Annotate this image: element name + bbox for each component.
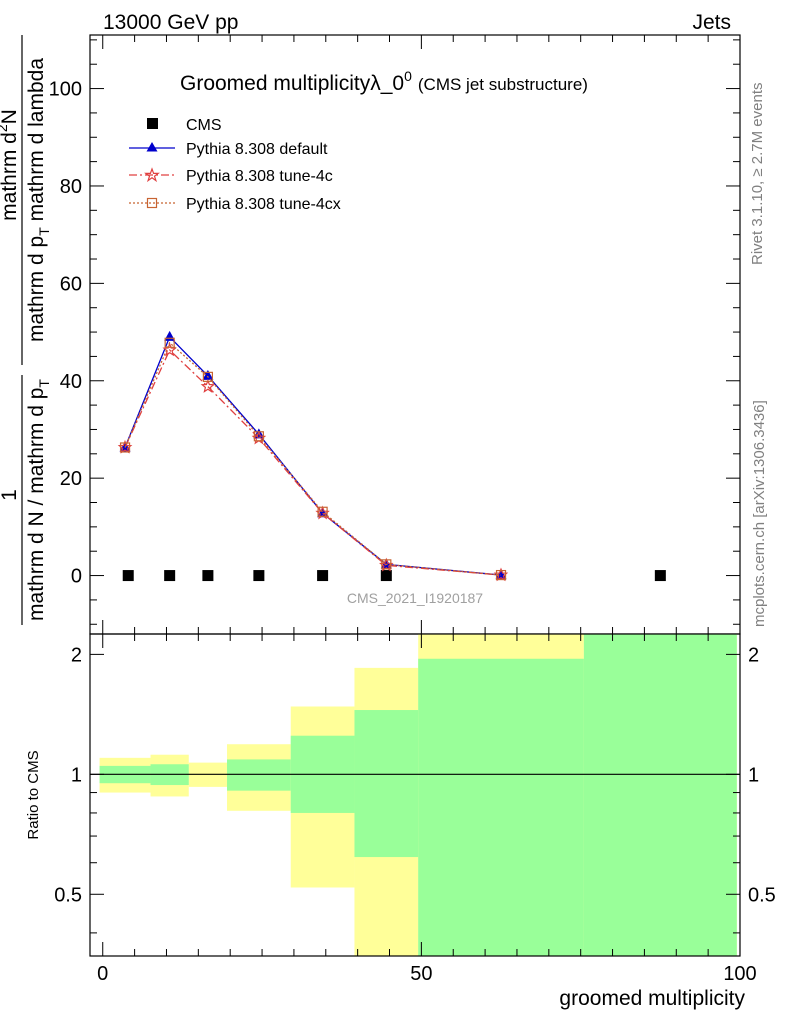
series-1-point-1	[164, 330, 176, 341]
ratio-panel: 0.5 0.5 1 1 2 2 0 50 100 Ratio to CMS groomed mu…	[25, 633, 776, 1010]
ylabel-left-denominator: mathrm d N / mathrm d pT	[25, 379, 52, 621]
ratio-ytick-label-left-1: 1	[71, 764, 82, 786]
series-3-point-1	[164, 337, 175, 348]
ratio-band-stat-7	[583, 634, 737, 956]
main-ytick-label-100: 100	[49, 79, 82, 101]
main-title-suffix: (CMS jet substructure)	[418, 75, 588, 94]
ratio-ticks: 0.5 0.5 1 1 2 2 0 50 100	[54, 634, 776, 985]
legend: CMS Pythia 8.308 default Pythia 8.308 tu…	[129, 117, 341, 213]
series-0-point-5	[380, 570, 392, 582]
legend-4cx-marker	[146, 197, 158, 209]
legend-default-marker	[146, 142, 158, 152]
series-2-point-2	[200, 378, 216, 393]
main-title-superscript: 0	[404, 68, 412, 84]
main-title-text: Groomed multiplicityλ_0	[180, 72, 404, 95]
ratio-ytick-label-left-2: 2	[71, 644, 82, 666]
series-1-point-2	[202, 369, 214, 380]
xlabel: groomed multiplicity	[559, 987, 745, 1010]
series-0-point-3	[253, 570, 265, 582]
mcplots-label: mcplots.cern.ch [arXiv:1306.3436]	[751, 400, 768, 627]
ylabel-right-denominator: mathrm d pT mathrm d lambda	[25, 58, 52, 342]
series-line-3	[124, 341, 502, 576]
ratio-ylabel: Ratio to CMS	[25, 750, 42, 839]
ratio-ytick-label-left-0.5: 0.5	[54, 884, 82, 906]
ratio-band-stat-3	[227, 759, 291, 791]
series-0-point-0	[122, 570, 134, 582]
series-3-point-5	[381, 559, 392, 570]
series-2-point-1	[162, 342, 177, 357]
xtick-label-100: 100	[723, 963, 756, 985]
main-data-layer	[117, 330, 666, 582]
series-0-point-2	[202, 570, 214, 582]
main-ylabel: 1 mathrm d N / mathrm d pT mathrm d2N ma…	[0, 35, 52, 625]
series-3-point-2	[202, 371, 213, 382]
xtick-label-50: 50	[410, 963, 432, 985]
legend-default-label: Pythia 8.308 default	[186, 141, 328, 158]
main-ytick-label-0: 0	[71, 566, 82, 588]
main-title: Groomed multiplicityλ_00 (CMS jet substru…	[180, 68, 588, 95]
ratio-ytick-label-right-1: 1	[748, 764, 759, 786]
ratio-frame	[89, 633, 741, 957]
ratio-ytick-label-right-0.5: 0.5	[748, 884, 776, 906]
ylabel-right-numerator: mathrm d2N	[0, 109, 21, 221]
rivet-label: Rivet 3.1.10, ≥ 2.7M events	[749, 83, 766, 266]
main-ytick-label-20: 20	[60, 468, 82, 490]
legend-4c-marker	[144, 167, 160, 183]
main-ytick-label-40: 40	[60, 371, 82, 393]
series-3-point-4	[317, 506, 328, 517]
series-line-1	[124, 335, 502, 576]
series-0-point-1	[164, 570, 176, 582]
legend-4cx-label: Pythia 8.308 tune-4cx	[186, 196, 341, 213]
series-0-point-4	[317, 570, 329, 582]
ratio-bands	[90, 634, 740, 956]
ylabel-left-one: 1	[0, 489, 21, 501]
energy-label: 13000 GeV pp	[103, 11, 238, 34]
ratio-band-stat-6	[418, 658, 584, 956]
main-ytick-label-60: 60	[60, 273, 82, 295]
series-3-point-0	[119, 442, 131, 453]
main-ticks: 0 20 40 60 80 100	[49, 35, 741, 634]
watermark: CMS_2021_I1920187	[347, 590, 483, 606]
ratio-band-stat-5	[354, 710, 419, 858]
series-3-point-6	[495, 569, 507, 581]
legend-cms-marker	[147, 118, 158, 129]
category-label: Jets	[692, 11, 731, 34]
series-3-point-3	[253, 431, 264, 442]
series-line-2	[124, 348, 502, 576]
legend-4c-label: Pythia 8.308 tune-4c	[186, 168, 333, 185]
xtick-label-0: 0	[97, 963, 108, 985]
ratio-ytick-label-right-2: 2	[748, 644, 759, 666]
main-ytick-label-80: 80	[60, 176, 82, 198]
legend-cms-label: CMS	[186, 117, 222, 134]
series-0-point-6	[654, 570, 666, 582]
